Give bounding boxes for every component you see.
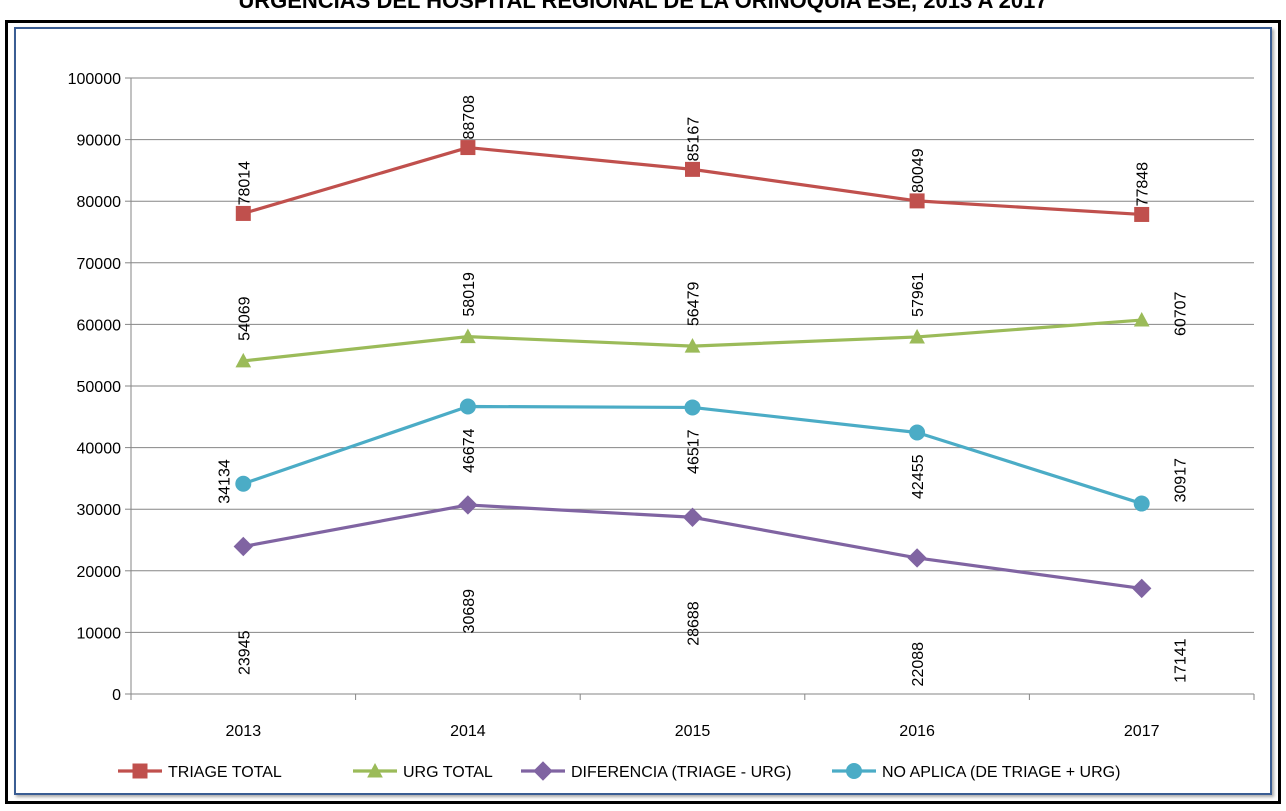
data-point (459, 398, 476, 415)
data-labels: 78014 88708 85167 80049 77848 54069 58019 56479… (216, 95, 1189, 686)
data-point (684, 399, 701, 416)
data-point (233, 536, 254, 557)
data-point (1131, 578, 1152, 599)
x-tick-label: 2013 (226, 723, 262, 740)
data-point (1134, 206, 1150, 222)
data-label: 17141 (1173, 638, 1190, 683)
chart-area-border (14, 27, 1272, 795)
legend-marker (367, 762, 383, 778)
data-point (458, 495, 478, 515)
data-label: 46517 (686, 429, 703, 474)
y-tick-label: 0 (112, 687, 121, 704)
data-point (682, 507, 703, 527)
legend-marker (533, 761, 553, 781)
y-tick-label: 90000 (77, 133, 122, 150)
data-label: 34134 (216, 459, 233, 504)
page-title: URGENCIAS DEL HOSPITAL REGIONAL DE LA OR… (238, 0, 1048, 13)
data-label: 77848 (1135, 162, 1152, 207)
legend-label: TRIAGE TOTAL (168, 764, 282, 781)
data-label: 42455 (910, 454, 927, 499)
y-tick-label: 80000 (77, 194, 122, 211)
data-point (684, 338, 701, 353)
x-tick-label: 2015 (675, 723, 711, 740)
data-point (909, 328, 925, 344)
y-tick-label: 40000 (77, 441, 122, 458)
data-point (685, 161, 700, 177)
data-point (907, 548, 927, 568)
chart-frame (5, 20, 1281, 804)
series-markers (233, 140, 1152, 599)
data-label: 30689 (461, 589, 478, 634)
data-point (1133, 311, 1150, 327)
data-label: 78014 (236, 161, 253, 206)
legend-label: URG TOTAL (403, 764, 493, 781)
data-label: 88708 (461, 95, 478, 140)
x-tick-label: 2017 (1124, 723, 1160, 740)
data-label: 80049 (910, 148, 927, 193)
data-label: 57961 (910, 272, 927, 317)
data-label: 22088 (910, 642, 927, 687)
data-point (909, 193, 925, 209)
data-label: 56479 (686, 281, 703, 326)
data-label: 54069 (236, 296, 253, 341)
data-label: 58019 (461, 272, 478, 317)
y-tick-label: 50000 (77, 379, 122, 396)
x-tick-label: 2014 (450, 723, 486, 740)
y-tick-label: 20000 (77, 564, 122, 581)
legend-label: DIFERENCIA (TRIAGE - URG) (571, 764, 791, 781)
data-label: 28688 (686, 601, 703, 646)
data-point (235, 475, 252, 492)
data-label: 30917 (1173, 458, 1190, 503)
data-point (460, 140, 476, 156)
data-point (1133, 495, 1150, 512)
data-label: 60707 (1173, 291, 1190, 336)
legend-marker (846, 763, 862, 779)
data-point (909, 424, 926, 441)
data-point (460, 328, 476, 344)
y-tick-label: 70000 (77, 256, 122, 273)
y-tick-label: 10000 (77, 625, 122, 642)
data-point (235, 352, 252, 368)
legend-label: NO APLICA (DE TRIAGE + URG) (882, 764, 1120, 781)
legend: TRIAGE TOTAL URG TOTAL DIFERENCIA (TRIAGE … (118, 761, 1120, 781)
data-label: 85167 (686, 117, 703, 162)
y-tick-label: 30000 (77, 502, 122, 519)
data-label: 46674 (461, 428, 478, 473)
legend-marker (132, 763, 148, 779)
data-label: 23945 (236, 630, 253, 675)
y-tick-label: 60000 (77, 317, 122, 334)
y-tick-label: 100000 (68, 71, 121, 88)
axes: 0 10000 20000 30000 40000 50000 60000 70000 8000… (68, 71, 1255, 740)
x-tick-label: 2016 (899, 723, 935, 740)
data-point (235, 205, 251, 221)
